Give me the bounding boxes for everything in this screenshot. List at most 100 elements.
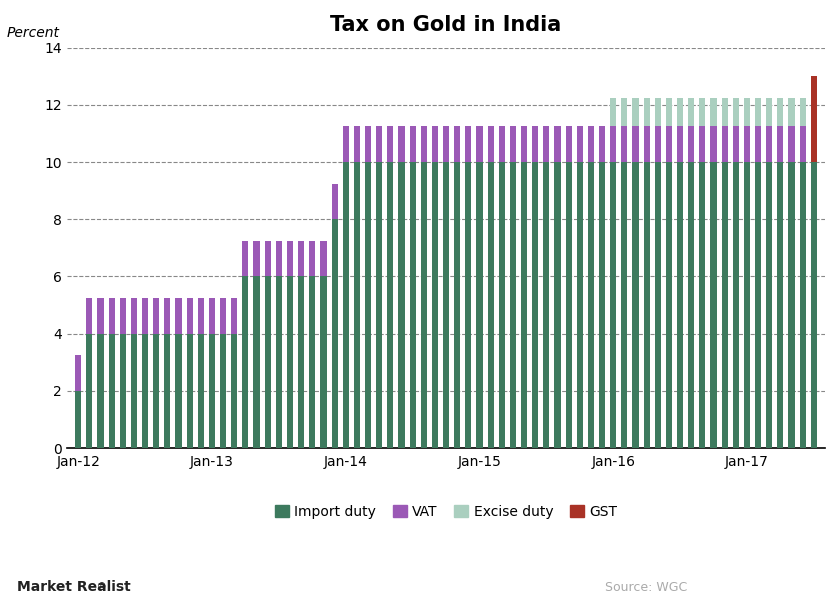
Bar: [789, 98, 795, 127]
Bar: [254, 277, 260, 448]
Bar: [777, 127, 784, 162]
Bar: [309, 277, 315, 448]
Bar: [176, 334, 181, 448]
Bar: [443, 162, 449, 448]
Bar: [588, 162, 594, 448]
Bar: [398, 127, 405, 162]
Bar: [320, 241, 327, 277]
Bar: [732, 162, 739, 448]
Bar: [766, 162, 772, 448]
Bar: [599, 162, 605, 448]
Bar: [711, 162, 717, 448]
Bar: [298, 241, 304, 277]
Bar: [75, 391, 81, 448]
Bar: [220, 334, 226, 448]
Bar: [711, 127, 717, 162]
Bar: [554, 162, 560, 448]
Bar: [610, 98, 617, 127]
Bar: [722, 98, 727, 127]
Bar: [666, 162, 672, 448]
Bar: [108, 298, 115, 334]
Bar: [700, 162, 706, 448]
Bar: [454, 162, 460, 448]
Bar: [565, 127, 572, 162]
Bar: [186, 298, 192, 334]
Bar: [654, 127, 661, 162]
Bar: [688, 98, 695, 127]
Bar: [354, 162, 360, 448]
Bar: [654, 98, 661, 127]
Bar: [287, 277, 293, 448]
Bar: [722, 127, 727, 162]
Bar: [777, 98, 784, 127]
Bar: [633, 127, 638, 162]
Bar: [533, 127, 538, 162]
Bar: [108, 334, 115, 448]
Bar: [610, 162, 617, 448]
Bar: [97, 298, 103, 334]
Bar: [554, 127, 560, 162]
Bar: [476, 127, 482, 162]
Bar: [120, 334, 126, 448]
Bar: [153, 298, 160, 334]
Bar: [421, 162, 427, 448]
Bar: [454, 127, 460, 162]
Bar: [789, 162, 795, 448]
Bar: [700, 127, 706, 162]
Bar: [499, 127, 505, 162]
Bar: [243, 277, 249, 448]
Bar: [343, 162, 349, 448]
Bar: [800, 127, 806, 162]
Bar: [622, 162, 627, 448]
Title: Tax on Gold in India: Tax on Gold in India: [330, 15, 562, 35]
Bar: [677, 127, 683, 162]
Bar: [142, 298, 148, 334]
Bar: [744, 98, 750, 127]
Bar: [243, 241, 249, 277]
Bar: [521, 162, 528, 448]
Bar: [354, 127, 360, 162]
Bar: [265, 241, 270, 277]
Text: Source: WGC: Source: WGC: [605, 581, 687, 594]
Bar: [610, 127, 617, 162]
Bar: [755, 127, 761, 162]
Bar: [811, 162, 817, 448]
Bar: [186, 334, 192, 448]
Bar: [197, 298, 204, 334]
Bar: [622, 127, 627, 162]
Bar: [298, 277, 304, 448]
Text: Market Realist: Market Realist: [17, 580, 130, 594]
Bar: [276, 241, 282, 277]
Bar: [387, 127, 393, 162]
Bar: [577, 127, 583, 162]
Bar: [365, 162, 371, 448]
Bar: [521, 127, 528, 162]
Legend: Import duty, VAT, Excise duty, GST: Import duty, VAT, Excise duty, GST: [269, 499, 623, 524]
Bar: [231, 298, 238, 334]
Bar: [231, 334, 238, 448]
Bar: [744, 127, 750, 162]
Bar: [654, 162, 661, 448]
Bar: [722, 162, 727, 448]
Bar: [87, 334, 92, 448]
Bar: [165, 334, 171, 448]
Bar: [677, 162, 683, 448]
Bar: [410, 162, 416, 448]
Bar: [309, 241, 315, 277]
Bar: [622, 98, 627, 127]
Bar: [633, 162, 638, 448]
Bar: [565, 162, 572, 448]
Bar: [410, 127, 416, 162]
Bar: [666, 127, 672, 162]
Bar: [766, 98, 772, 127]
Bar: [811, 76, 817, 162]
Bar: [343, 127, 349, 162]
Bar: [465, 162, 471, 448]
Bar: [443, 127, 449, 162]
Bar: [120, 298, 126, 334]
Bar: [777, 162, 784, 448]
Bar: [766, 127, 772, 162]
Bar: [588, 127, 594, 162]
Bar: [643, 98, 649, 127]
Bar: [432, 162, 438, 448]
